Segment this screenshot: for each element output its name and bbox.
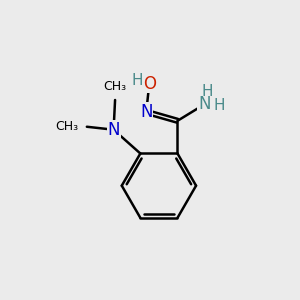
Text: O: O (143, 75, 156, 93)
Text: H: H (213, 98, 225, 113)
Text: N: N (140, 103, 152, 121)
Text: CH₃: CH₃ (103, 80, 127, 94)
Text: H: H (131, 73, 142, 88)
Text: H: H (202, 84, 213, 99)
Text: N: N (198, 95, 211, 113)
Text: CH₃: CH₃ (56, 120, 79, 133)
Text: N: N (107, 121, 120, 139)
